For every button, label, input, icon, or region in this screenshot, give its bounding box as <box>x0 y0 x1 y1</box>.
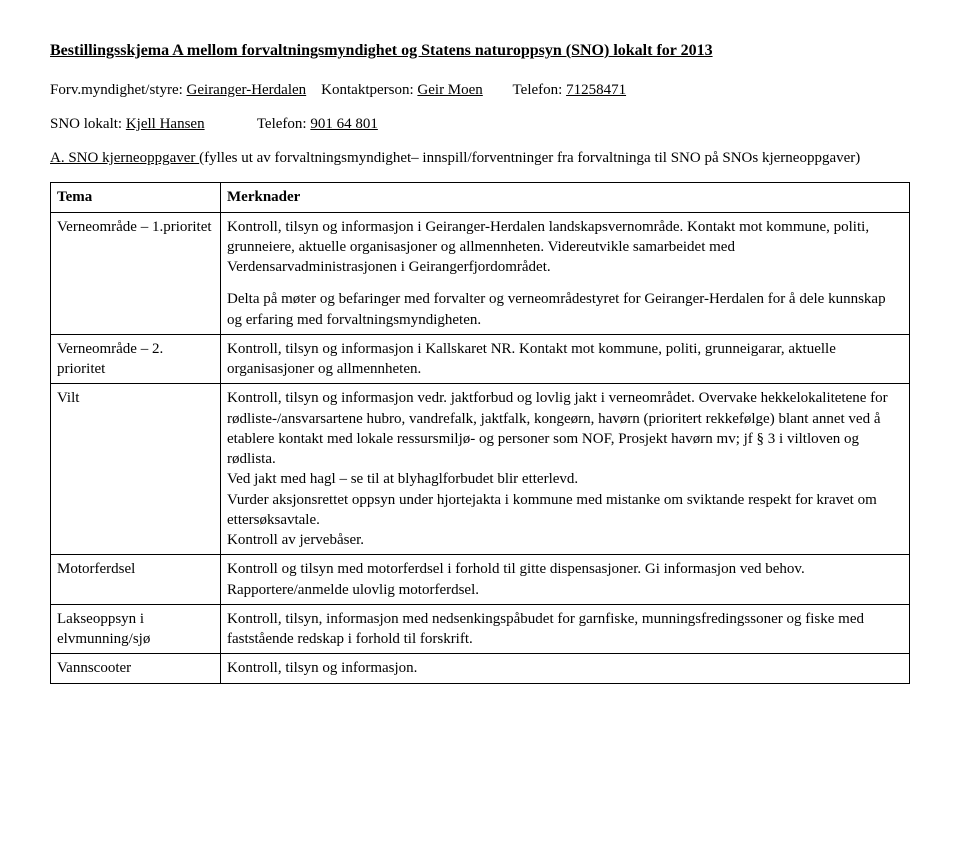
contact-value: Geir Moen <box>417 82 482 98</box>
header-left: Tema <box>51 183 221 212</box>
table-row: Vilt Kontroll, tilsyn og informasjon ved… <box>51 384 910 555</box>
section-a: A. SNO kjerneoppgaver (fylles ut av forv… <box>50 148 910 168</box>
contact-label: Kontaktperson: <box>321 82 413 98</box>
cell-left: Vannscooter <box>51 654 221 683</box>
cell-right: Kontroll, tilsyn og informasjon vedr. ja… <box>221 384 910 555</box>
line-sno: SNO lokalt: Kjell Hansen Telefon: 901 64… <box>50 114 910 134</box>
cell-right: Kontroll, tilsyn og informasjon. <box>221 654 910 683</box>
cell-left: Motorferdsel <box>51 555 221 605</box>
phone1-value: 71258471 <box>566 82 626 98</box>
table-row: Verneområde – 2. prioritet Kontroll, til… <box>51 334 910 384</box>
sno-label: SNO lokalt: <box>50 116 122 132</box>
cell-right-p1: Kontroll, tilsyn og informasjon i Geiran… <box>227 217 903 278</box>
table-row: Verneområde – 1.prioritet Kontroll, tils… <box>51 212 910 334</box>
phone2-label: Telefon: <box>257 116 307 132</box>
forv-value: Geiranger-Herdalen <box>187 82 307 98</box>
cell-left: Vilt <box>51 384 221 555</box>
phone2-value: 901 64 801 <box>310 116 378 132</box>
cell-left: Verneområde – 1.prioritet <box>51 212 221 334</box>
sno-value: Kjell Hansen <box>126 116 205 132</box>
section-a-rest: (fylles ut av forvaltningsmyndighet– inn… <box>199 150 860 166</box>
section-a-lead: A. SNO kjerneoppgaver <box>50 150 199 166</box>
cell-right: Kontroll, tilsyn og informasjon i Kallsk… <box>221 334 910 384</box>
cell-right-p2: Delta på møter og befaringer med forvalt… <box>227 289 903 330</box>
table-header-row: Tema Merknader <box>51 183 910 212</box>
line-forv: Forv.myndighet/styre: Geiranger-Herdalen… <box>50 80 910 100</box>
table-row: Vannscooter Kontroll, tilsyn og informas… <box>51 654 910 683</box>
table-row: Motorferdsel Kontroll og tilsyn med moto… <box>51 555 910 605</box>
main-table: Tema Merknader Verneområde – 1.prioritet… <box>50 182 910 683</box>
page-title: Bestillingsskjema A mellom forvaltningsm… <box>50 40 910 62</box>
cell-left: Verneområde – 2. prioritet <box>51 334 221 384</box>
cell-right: Kontroll og tilsyn med motorferdsel i fo… <box>221 555 910 605</box>
forv-label: Forv.myndighet/styre: <box>50 82 183 98</box>
phone1-label: Telefon: <box>513 82 563 98</box>
cell-right: Kontroll, tilsyn og informasjon i Geiran… <box>221 212 910 334</box>
cell-left: Lakseoppsyn i elvmunning/sjø <box>51 604 221 654</box>
table-row: Lakseoppsyn i elvmunning/sjø Kontroll, t… <box>51 604 910 654</box>
header-right: Merknader <box>221 183 910 212</box>
cell-right: Kontroll, tilsyn, informasjon med nedsen… <box>221 604 910 654</box>
